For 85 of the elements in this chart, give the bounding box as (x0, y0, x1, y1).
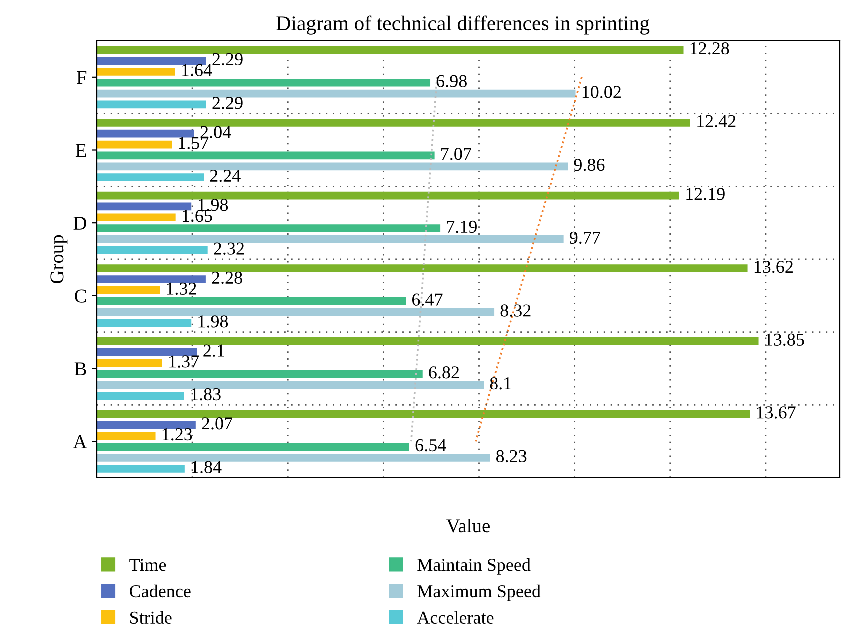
bar (97, 432, 156, 440)
bar (97, 224, 441, 232)
data-label: 7.07 (442, 148, 472, 160)
y-tick-label: D (74, 217, 86, 230)
bar (97, 297, 406, 306)
bar (97, 359, 162, 368)
bar (97, 410, 750, 418)
bar (97, 370, 423, 378)
y-tick-label: B (74, 362, 86, 376)
bar (97, 140, 172, 149)
data-label: 2.29 (212, 97, 243, 110)
data-label: 1.83 (192, 388, 221, 401)
data-label: 7.19 (447, 220, 477, 234)
data-label: 1.98 (198, 316, 228, 328)
data-label: 1.23 (162, 428, 192, 441)
legend-label: Time (130, 559, 166, 572)
data-label: 1.32 (167, 282, 196, 296)
data-label: 2.28 (212, 272, 242, 284)
bar (97, 100, 206, 109)
bar (97, 174, 204, 182)
legend-label: Stride (130, 611, 172, 624)
data-label: 9.86 (574, 158, 605, 172)
bar (97, 348, 198, 356)
bar (97, 308, 495, 316)
bar (97, 392, 184, 400)
x-axis-title: Value (446, 518, 490, 533)
data-label: 1.84 (192, 461, 222, 474)
y-tick-label: E (76, 144, 86, 157)
data-label: 2.32 (214, 242, 244, 255)
data-label: 6.98 (436, 75, 467, 88)
data-label: 2.24 (210, 170, 241, 182)
legend-label: Accelerate (417, 611, 494, 624)
bar (97, 246, 208, 254)
bar (97, 464, 185, 473)
data-label: 1.65 (182, 210, 212, 222)
data-label: 8.32 (500, 304, 531, 317)
y-tick-label: C (75, 290, 86, 303)
bar (97, 68, 176, 76)
bar (97, 236, 564, 244)
data-label: 13.85 (766, 334, 804, 346)
data-label: 1.37 (170, 356, 200, 368)
bar (97, 338, 759, 346)
data-label: 9.77 (570, 232, 600, 244)
data-label: 13.62 (754, 260, 793, 274)
data-label: 12.19 (686, 188, 725, 200)
y-tick-label: F (77, 71, 87, 84)
bar (97, 78, 431, 87)
data-label: 2.1 (204, 344, 224, 357)
bar (97, 214, 176, 222)
data-label: 1.98 (198, 199, 228, 212)
data-label: 6.47 (412, 294, 443, 306)
data-label: 2.07 (202, 418, 233, 430)
bar (97, 119, 690, 127)
data-label: 6.54 (416, 439, 446, 452)
bar (97, 264, 748, 273)
y-axis-title: Group (50, 235, 68, 284)
bar (97, 90, 576, 98)
bar (97, 319, 192, 328)
bar (97, 162, 568, 171)
bar (97, 152, 435, 160)
legend-label: Maintain Speed (418, 558, 531, 575)
bar (97, 57, 206, 65)
bar (97, 202, 192, 211)
bar (97, 443, 410, 451)
y-tick-label: A (73, 435, 88, 448)
bar (97, 286, 160, 294)
data-label: 8.1 (490, 377, 512, 390)
bar (97, 421, 196, 430)
chart-title: Diagram of technical differences in sprinting (276, 16, 650, 35)
data-label: 12.42 (698, 115, 736, 128)
legend-label: Cadence (130, 584, 191, 598)
data-label: 1.64 (182, 64, 212, 77)
bar (97, 276, 206, 284)
bar (97, 46, 684, 54)
data-label: 2.29 (212, 53, 243, 66)
data-label: 8.23 (496, 450, 527, 463)
bar (97, 454, 490, 462)
bar (97, 381, 484, 390)
legend-label: Maximum Speed (418, 584, 541, 602)
data-label: 13.67 (757, 406, 796, 419)
bar (97, 192, 680, 200)
bar (97, 130, 194, 138)
data-label: 6.82 (429, 366, 460, 379)
data-label: 12.28 (690, 42, 730, 55)
data-label: 10.02 (582, 86, 621, 98)
